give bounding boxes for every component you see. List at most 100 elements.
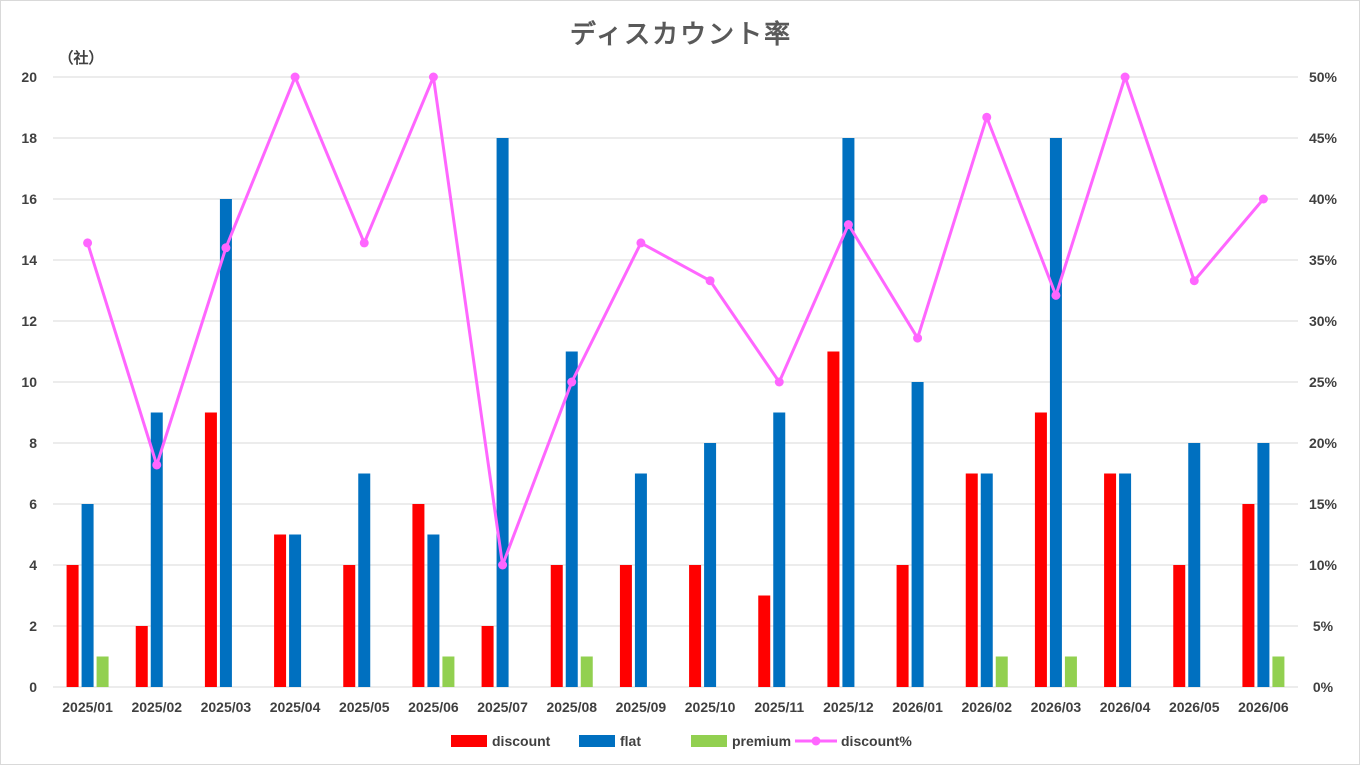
legend-label-discount: discount [492, 733, 551, 749]
bar-premium [580, 656, 593, 687]
y-right-tick-label: 15% [1309, 496, 1338, 512]
bar-discount [204, 412, 217, 687]
legend-swatch-discount [451, 735, 487, 747]
bar-discount [66, 565, 79, 687]
point-discount-pct [83, 238, 93, 248]
point-discount-pct [152, 460, 162, 470]
y-left-tick-label: 18 [21, 130, 37, 146]
bar-flat [150, 412, 163, 687]
bar-flat [842, 138, 855, 687]
bar-flat [289, 534, 302, 687]
x-tick-label: 2026/03 [1031, 699, 1082, 715]
bar-flat [1119, 473, 1132, 687]
y-left-tick-label: 8 [29, 435, 37, 451]
x-tick-label: 2025/02 [131, 699, 182, 715]
bar-premium [995, 656, 1008, 687]
point-discount-pct [567, 377, 577, 387]
point-discount-pct [221, 243, 231, 253]
y-right-tick-label: 10% [1309, 557, 1338, 573]
y-left-tick-label: 2 [29, 618, 37, 634]
y-left-tick-label: 16 [21, 191, 37, 207]
y-right-tick-label: 20% [1309, 435, 1338, 451]
point-discount-pct [705, 276, 715, 286]
point-discount-pct [982, 112, 992, 122]
bar-flat [980, 473, 993, 687]
legend-swatch-flat [579, 735, 615, 747]
bar-premium [1064, 656, 1077, 687]
bar-discount [758, 595, 771, 687]
y-left-tick-label: 14 [21, 252, 37, 268]
bar-discount [1034, 412, 1047, 687]
point-discount-pct [774, 377, 784, 387]
x-tick-label: 2026/05 [1169, 699, 1220, 715]
bar-flat [358, 473, 371, 687]
y-right-tick-label: 30% [1309, 313, 1338, 329]
point-discount-pct [359, 238, 369, 248]
bar-premium [442, 656, 455, 687]
x-tick-label: 2026/06 [1238, 699, 1289, 715]
y-left-tick-label: 6 [29, 496, 37, 512]
x-tick-label: 2025/03 [201, 699, 252, 715]
bar-premium [1272, 656, 1285, 687]
y-right-tick-label: 40% [1309, 191, 1338, 207]
bar-flat [704, 443, 717, 687]
x-tick-label: 2025/01 [62, 699, 113, 715]
bar-flat [427, 534, 440, 687]
x-tick-label: 2025/04 [270, 699, 321, 715]
x-tick-label: 2025/05 [339, 699, 390, 715]
legend-swatch-premium [691, 735, 727, 747]
bar-discount [896, 565, 909, 687]
bar-flat [81, 504, 94, 687]
bar-flat [496, 138, 509, 687]
bar-discount [1173, 565, 1186, 687]
point-discount-pct [1051, 290, 1061, 300]
x-tick-label: 2025/06 [408, 699, 459, 715]
bar-discount [619, 565, 632, 687]
bar-discount [481, 626, 494, 687]
bar-discount [274, 534, 287, 687]
bar-flat [1257, 443, 1270, 687]
y-right-tick-label: 0% [1313, 679, 1334, 695]
line-discount-pct [86, 75, 1265, 567]
legend-marker-discount-pct [811, 736, 821, 746]
bar-flat [1049, 138, 1062, 687]
bar-discount [1104, 473, 1117, 687]
legend-label-premium: premium [732, 733, 791, 749]
x-tick-label: 2025/10 [685, 699, 736, 715]
bar-discount [689, 565, 702, 687]
bar-flat [773, 412, 786, 687]
y-left-unit-label: （社） [58, 49, 103, 67]
point-discount-pct [843, 220, 853, 230]
x-tick-label: 2025/07 [477, 699, 528, 715]
bar-discount [1242, 504, 1255, 687]
y-right-tick-label: 35% [1309, 252, 1338, 268]
x-tick-label: 2025/11 [754, 699, 804, 715]
x-tick-label: 2026/01 [892, 699, 943, 715]
bar-discount [965, 473, 978, 687]
bar-flat [219, 199, 232, 687]
point-discount-pct [636, 238, 646, 248]
point-discount-pct [498, 560, 508, 570]
y-left-tick-label: 20 [21, 69, 37, 85]
x-tick-label: 2026/02 [961, 699, 1012, 715]
point-discount-pct [428, 72, 438, 82]
y-right-tick-label: 45% [1309, 130, 1338, 146]
bar-flat [565, 351, 578, 687]
bar-discount [343, 565, 356, 687]
bar-discount [412, 504, 425, 687]
x-tick-label: 2025/09 [616, 699, 667, 715]
point-discount-pct [913, 333, 923, 343]
point-discount-pct [1189, 276, 1199, 286]
bar-discount [827, 351, 840, 687]
y-left-tick-label: 12 [21, 313, 37, 329]
point-discount-pct [290, 72, 300, 82]
legend-label-flat: flat [620, 733, 641, 749]
y-right-tick-label: 5% [1313, 618, 1334, 634]
y-left-tick-label: 10 [21, 374, 37, 390]
chart-title: ディスカウント率 [570, 19, 792, 50]
y-left-tick-label: 0 [29, 679, 37, 695]
point-discount-pct [1120, 72, 1130, 82]
legend-label-discount-pct: discount% [841, 733, 912, 749]
